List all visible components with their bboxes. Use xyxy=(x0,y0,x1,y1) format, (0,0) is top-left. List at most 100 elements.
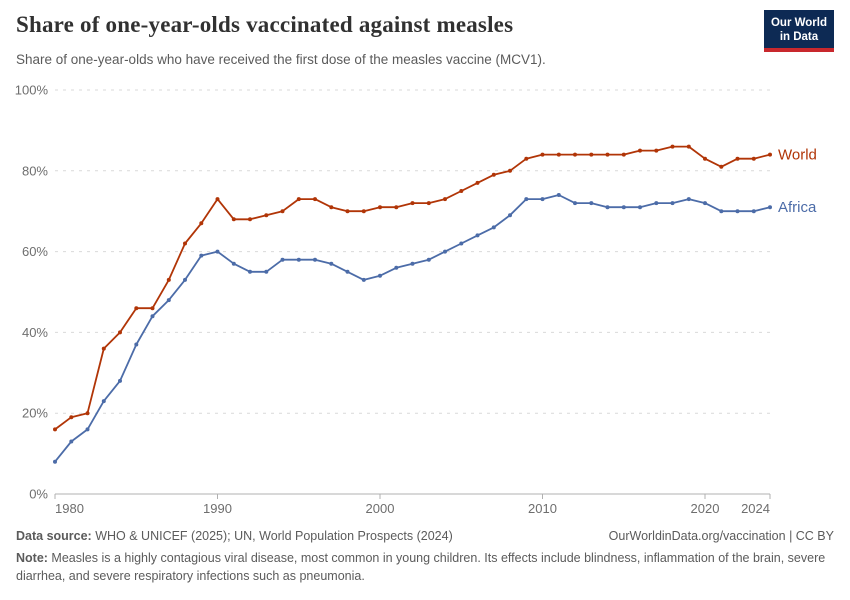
data-point-world xyxy=(410,201,415,206)
data-point-africa xyxy=(443,249,447,254)
x-tick-label: 2010 xyxy=(528,501,557,516)
data-point-world xyxy=(508,168,512,173)
x-tick-label: 1990 xyxy=(203,501,232,516)
gridlines xyxy=(55,89,770,414)
series-africa: Africa xyxy=(53,193,817,464)
data-point-africa xyxy=(540,197,545,202)
y-tick-label: 0% xyxy=(29,487,48,502)
data-point-africa xyxy=(345,269,350,274)
chart-subtitle: Share of one-year-olds who have received… xyxy=(16,52,546,67)
data-point-africa xyxy=(183,277,187,282)
chart-footer: Data source: WHO & UNICEF (2025); UN, Wo… xyxy=(16,529,834,585)
data-point-africa xyxy=(621,205,626,210)
data-point-africa xyxy=(719,209,724,214)
data-point-africa xyxy=(768,205,772,210)
series-label-africa: Africa xyxy=(778,199,817,216)
data-point-africa xyxy=(134,342,139,347)
y-axis-labels: 0% 20% 40% 60% 80% 100% xyxy=(15,83,49,502)
x-tick-label: 2024 xyxy=(741,501,770,516)
note-text: Measles is a highly contagious viral dis… xyxy=(16,551,826,583)
owid-logo-line1: Our World xyxy=(770,17,827,29)
data-point-africa xyxy=(556,193,561,197)
data-point-world xyxy=(264,213,269,218)
data-point-world xyxy=(134,306,139,311)
data-point-africa xyxy=(199,253,204,258)
data-point-africa xyxy=(53,459,57,464)
data-point-world xyxy=(248,217,252,222)
chart-line-africa xyxy=(54,194,771,463)
data-point-africa xyxy=(524,197,529,202)
data-point-africa xyxy=(329,261,334,266)
x-tick-label: 2000 xyxy=(366,501,395,516)
data-point-world xyxy=(426,201,431,206)
y-tick-label: 20% xyxy=(22,406,48,421)
data-point-world xyxy=(53,427,57,432)
owid-link[interactable]: OurWorldinData.org/vaccination | CC BY xyxy=(608,529,834,543)
data-point-world xyxy=(199,221,204,226)
page-title: Share of one-year-olds vaccinated agains… xyxy=(16,12,514,37)
data-point-world xyxy=(329,205,334,210)
data-point-world xyxy=(345,209,350,214)
data-point-world xyxy=(605,152,610,157)
data-point-world xyxy=(475,180,480,185)
data-point-africa xyxy=(150,314,155,319)
data-point-africa xyxy=(670,201,675,206)
data-point-world xyxy=(231,217,236,222)
data-point-africa xyxy=(248,269,252,274)
data-point-africa xyxy=(475,233,480,238)
data-point-world xyxy=(768,152,772,157)
data-point-africa xyxy=(751,209,756,214)
data-point-world xyxy=(183,241,187,246)
data-point-world xyxy=(101,346,106,351)
series-world: World xyxy=(53,144,817,432)
data-point-world xyxy=(459,189,464,193)
data-point-world xyxy=(556,152,561,157)
data-point-world xyxy=(378,205,382,210)
note-line: Note: Measles is a highly contagious vir… xyxy=(16,549,836,585)
data-point-world xyxy=(751,156,756,161)
data-point-africa xyxy=(215,249,220,254)
data-point-world xyxy=(573,152,577,157)
data-point-world xyxy=(703,156,707,161)
data-point-world xyxy=(361,209,366,214)
data-point-africa xyxy=(638,205,642,210)
data-point-africa xyxy=(85,427,90,432)
data-point-world xyxy=(150,306,155,311)
data-point-africa xyxy=(280,257,285,262)
data-point-africa xyxy=(573,201,577,206)
data-point-africa xyxy=(605,205,610,210)
x-tick-label: 2020 xyxy=(691,501,720,516)
data-source-label: Data source: xyxy=(16,529,92,543)
owid-logo: Our World in Data xyxy=(763,10,834,52)
data-point-africa xyxy=(703,201,707,206)
data-source-text: WHO & UNICEF (2025); UN, World Populatio… xyxy=(91,529,453,543)
data-point-world xyxy=(524,156,529,161)
data-point-world xyxy=(638,148,642,153)
data-point-world xyxy=(686,144,691,149)
data-point-africa xyxy=(166,298,171,303)
data-point-africa xyxy=(426,257,431,262)
data-point-world xyxy=(313,197,317,202)
data-point-world xyxy=(670,144,675,149)
series-label-world: World xyxy=(778,147,817,164)
data-point-africa xyxy=(101,399,106,404)
data-point-africa xyxy=(459,241,464,246)
data-point-world xyxy=(621,152,626,157)
data-point-africa xyxy=(231,261,236,266)
y-tick-label: 100% xyxy=(15,83,49,98)
data-point-world xyxy=(443,197,447,202)
data-point-africa xyxy=(69,439,74,444)
data-point-world xyxy=(296,197,301,202)
data-point-africa xyxy=(394,265,399,270)
data-point-africa xyxy=(296,257,301,262)
x-axis: 1980 1990 2000 2010 2020 2024 xyxy=(54,493,771,516)
data-point-world xyxy=(540,152,545,157)
data-point-africa xyxy=(508,213,512,218)
data-point-africa xyxy=(686,197,691,202)
data-point-world xyxy=(118,330,122,335)
data-point-africa xyxy=(589,201,594,206)
data-point-africa xyxy=(313,257,317,262)
data-point-africa xyxy=(654,201,659,206)
